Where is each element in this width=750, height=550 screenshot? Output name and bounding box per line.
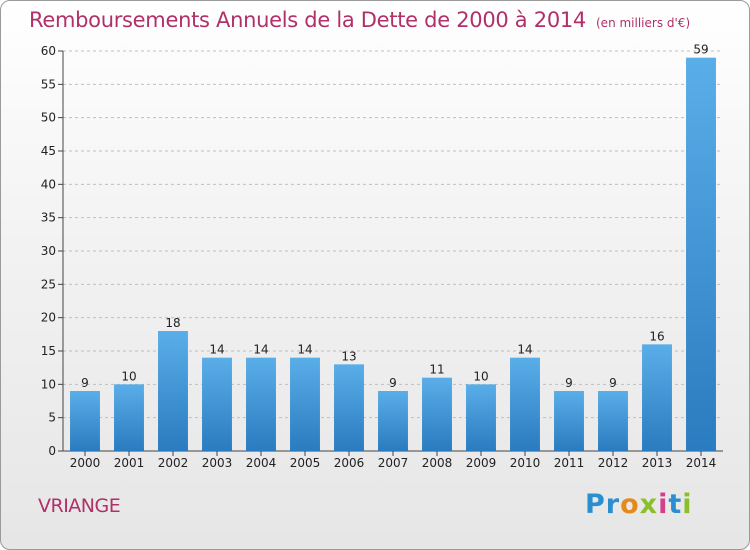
x-tick-label: 2014	[686, 456, 717, 470]
y-tick-label: 35	[41, 211, 56, 225]
y-tick-label: 40	[41, 177, 56, 191]
data-label: 9	[565, 376, 573, 390]
chart-unit: (en milliers d'€)	[596, 16, 691, 30]
data-label: 14	[209, 343, 224, 357]
logo-part: Pr	[585, 489, 621, 520]
bar	[466, 384, 496, 451]
y-tick-label: 15	[41, 344, 56, 358]
y-tick-label: 25	[41, 277, 56, 291]
bar	[642, 344, 672, 451]
data-label: 9	[389, 376, 397, 390]
logo-part: i	[682, 489, 693, 520]
bar	[422, 377, 452, 451]
data-label: 18	[165, 316, 180, 330]
data-label: 9	[81, 376, 89, 390]
data-label: 14	[253, 343, 268, 357]
y-tick-label: 45	[41, 144, 56, 158]
x-tick-label: 2013	[642, 456, 673, 470]
bar	[554, 391, 584, 451]
data-label: 14	[517, 343, 532, 357]
bar	[202, 357, 232, 451]
x-tick-label: 2002	[158, 456, 189, 470]
bar	[686, 57, 716, 452]
x-tick-label: 2009	[466, 456, 497, 470]
bar	[246, 357, 276, 451]
bar	[598, 391, 628, 451]
labels: 9 2000 10 2001 18 2002 14 2003 14 2004 14 2005 13 200…	[70, 43, 717, 470]
x-tick-label: 2004	[246, 456, 277, 470]
data-label: 13	[341, 349, 356, 363]
x-tick-label: 2000	[70, 456, 101, 470]
commune-name: VRIANGE	[38, 495, 121, 517]
y-tick-label: 60	[41, 44, 56, 58]
x-tick-label: 2011	[554, 456, 585, 470]
data-label: 11	[429, 363, 444, 377]
logo-part: i	[658, 489, 669, 520]
bar	[70, 391, 100, 451]
x-tick-label: 2008	[422, 456, 453, 470]
bar	[334, 364, 364, 451]
data-label: 9	[609, 376, 617, 390]
chart-title: Remboursements Annuels de la Dette de 20…	[29, 8, 586, 32]
x-tick-label: 2001	[114, 456, 145, 470]
bar	[114, 384, 144, 451]
bar	[510, 357, 540, 451]
logo-part: o	[620, 489, 640, 520]
x-tick-label: 2005	[290, 456, 321, 470]
x-tick-label: 2006	[334, 456, 365, 470]
y-tick-label: 0	[48, 444, 56, 458]
logo-part: t	[668, 489, 683, 520]
y-tick-label: 55	[41, 77, 56, 91]
y-tick-label: 30	[41, 244, 56, 258]
proxiti-logo: Proxiti	[585, 489, 693, 520]
y-tick-label: 10	[41, 377, 56, 391]
bar	[378, 391, 408, 451]
data-label: 14	[297, 343, 312, 357]
x-tick-label: 2003	[202, 456, 233, 470]
bar	[290, 357, 320, 451]
chart-title-block: Remboursements Annuels de la Dette de 20…	[29, 8, 690, 32]
y-tick-label: 5	[48, 411, 56, 425]
x-tick-label: 2012	[598, 456, 629, 470]
y-tick-label: 20	[41, 311, 56, 325]
logo-part: x	[639, 489, 659, 520]
bar	[158, 331, 188, 451]
data-label: 10	[121, 369, 136, 383]
bars	[70, 57, 716, 452]
data-label: 10	[473, 369, 488, 383]
x-tick-label: 2010	[510, 456, 541, 470]
data-label: 59	[693, 43, 708, 57]
y-tick-label: 50	[41, 111, 56, 125]
data-label: 16	[649, 329, 664, 343]
x-tick-label: 2007	[378, 456, 409, 470]
